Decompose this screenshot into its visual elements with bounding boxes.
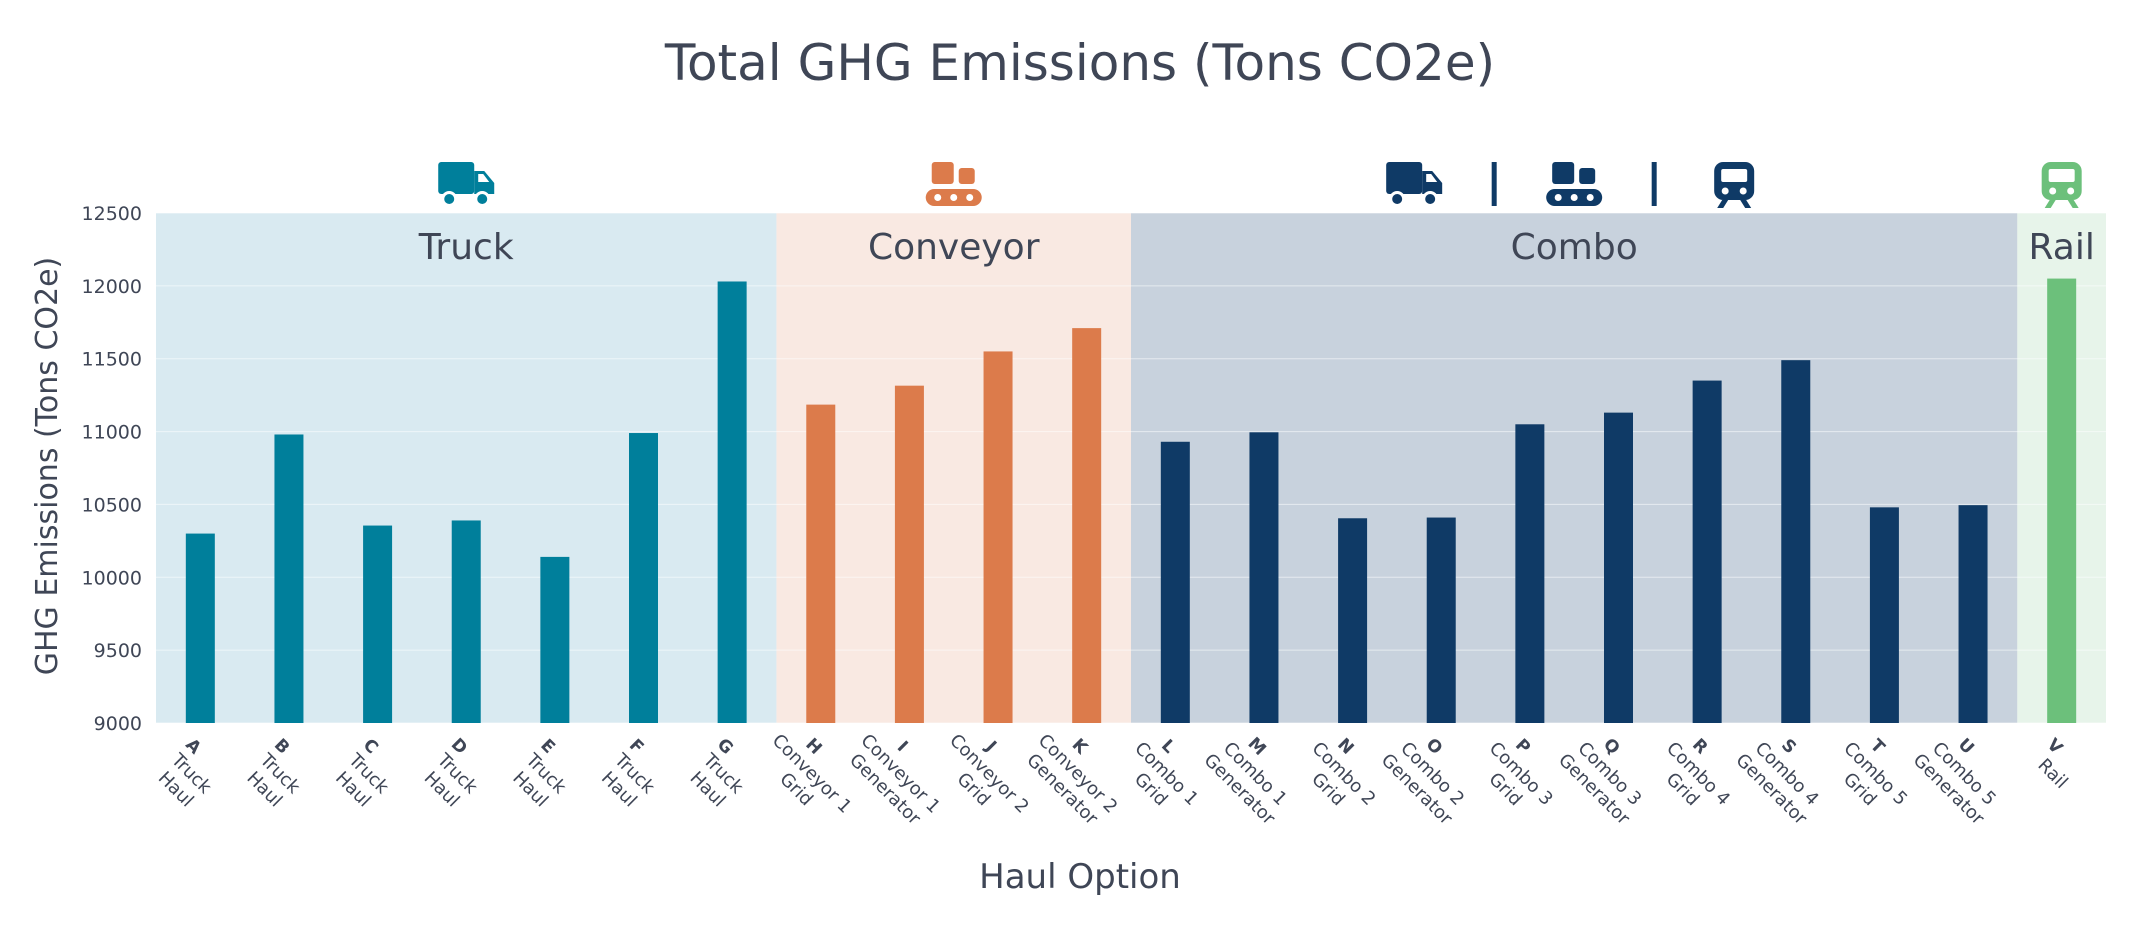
group-labels: Truck Conveyor Combo Rail xyxy=(418,227,2095,268)
truck-icon xyxy=(1386,162,1443,207)
bar-c xyxy=(363,525,393,723)
icon-separator xyxy=(1651,162,1657,206)
bar-h xyxy=(806,404,836,723)
train-icon xyxy=(2041,162,2082,208)
bar-m xyxy=(1249,432,1279,723)
bar-q xyxy=(1604,412,1633,723)
bar-j xyxy=(983,351,1013,723)
bar-g xyxy=(717,281,747,723)
y-axis-label: GHG Emissions (Tons CO2e) xyxy=(30,257,65,676)
group-background-combo xyxy=(1131,213,2018,723)
conveyor-icon xyxy=(1546,162,1603,206)
bar-i xyxy=(894,385,924,723)
x-axis-label: Haul Option xyxy=(979,857,1181,897)
y-axis-ticks: 9000 9500 10000 10500 11000 11500 12000 12500 xyxy=(82,203,142,735)
icon-separator xyxy=(1491,162,1497,206)
bar-b xyxy=(274,434,304,723)
bar-l xyxy=(1160,441,1190,723)
y-tick-label: 9000 xyxy=(94,713,142,735)
bar-u xyxy=(1958,505,1988,723)
y-tick-label: 10500 xyxy=(82,494,142,516)
x-tick-line1: Rail xyxy=(2033,755,2071,793)
bar-p xyxy=(1515,424,1545,723)
truck-icon xyxy=(438,162,495,207)
y-tick-label: 12500 xyxy=(82,203,142,225)
chart-title: Total GHG Emissions (Tons CO2e) xyxy=(664,34,1495,92)
bar-o xyxy=(1426,517,1456,723)
group-icons xyxy=(438,162,2082,208)
conveyor-icon xyxy=(925,162,982,206)
gridlines xyxy=(156,212,2106,724)
bar-r xyxy=(1692,380,1722,723)
y-tick-label: 9500 xyxy=(94,640,142,662)
bar-d xyxy=(451,520,481,723)
bar-v xyxy=(2047,278,2077,723)
group-background-conveyor xyxy=(776,213,1131,723)
bar-s xyxy=(1781,360,1811,723)
bar-f xyxy=(629,433,658,723)
y-tick-label: 11000 xyxy=(82,422,142,444)
bar-n xyxy=(1338,518,1368,723)
bar-e xyxy=(540,556,570,723)
group-label-rail: Rail xyxy=(2029,227,2095,268)
bar-k xyxy=(1072,328,1102,723)
bar-t xyxy=(1869,507,1899,723)
group-label-conveyor: Conveyor xyxy=(868,227,1040,268)
group-backgrounds xyxy=(156,213,2106,723)
bar-a xyxy=(185,533,215,723)
y-tick-label: 10000 xyxy=(82,567,142,589)
group-label-truck: Truck xyxy=(418,227,514,268)
y-tick-label: 12000 xyxy=(82,276,142,298)
bars xyxy=(185,278,2077,723)
train-icon xyxy=(1714,162,1755,208)
group-label-combo: Combo xyxy=(1511,227,1638,268)
y-tick-label: 11500 xyxy=(82,349,142,371)
x-tick-letter: V xyxy=(2043,735,2067,759)
